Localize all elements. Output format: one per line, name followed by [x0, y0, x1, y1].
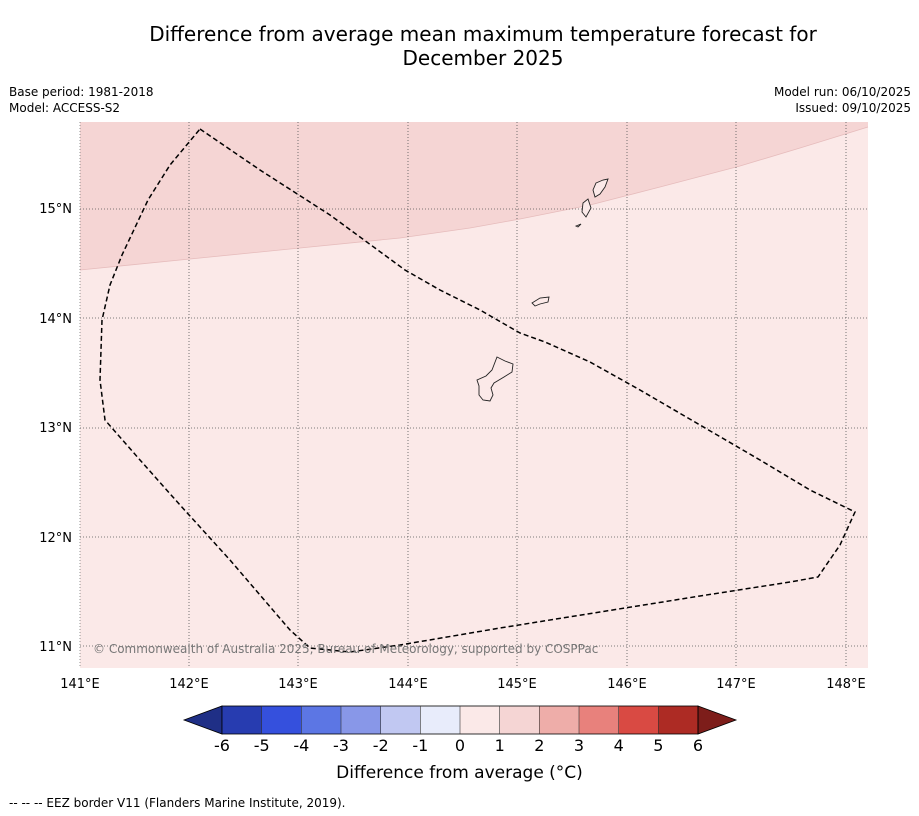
island-aguijan [574, 223, 582, 228]
title-line-1: Difference from average mean maximum tem… [149, 22, 817, 46]
lat-label-13: 13°N [39, 421, 72, 436]
colorbar-tick-1: 1 [495, 736, 505, 755]
island-tinian [581, 198, 592, 218]
colorbar-arrow-low [182, 705, 223, 735]
colorbar-bin-12 [658, 706, 698, 734]
island-saipan [592, 178, 609, 198]
colorbar-tick-m3: -3 [333, 736, 349, 755]
colorbar-bin-7 [460, 706, 500, 734]
lat-label-15: 15°N [39, 202, 72, 217]
anomaly-contour [79, 126, 869, 271]
lon-label-144: 144°E [388, 677, 428, 692]
lon-label-142: 142°E [169, 677, 209, 692]
colorbar-bin-5 [380, 706, 421, 734]
lon-label-147: 147°E [716, 677, 756, 692]
colorbar-tick-m5: -5 [254, 736, 270, 755]
colorbar-bin-6 [420, 706, 460, 734]
issued-date: Issued: 09/10/2025 [795, 101, 911, 115]
lat-label-11: 11°N [39, 640, 72, 655]
lat-label-12: 12°N [39, 531, 72, 546]
map-credit: © Commonwealth of Australia 2025, Bureau… [93, 642, 598, 656]
lon-label-141: 141°E [60, 677, 100, 692]
colorbar-bin-4 [341, 706, 381, 734]
colorbar-bin-2 [261, 706, 302, 734]
colorbar-bin-8 [499, 706, 540, 734]
title-line-2: December 2025 [402, 46, 564, 70]
lon-label-148: 148°E [826, 677, 866, 692]
island-rota [531, 296, 550, 307]
map-title: Difference from average mean maximum tem… [90, 22, 876, 70]
colorbar-tick-m6: -6 [214, 736, 230, 755]
colorbar-tick-0: 0 [455, 736, 465, 755]
gridlines [80, 122, 868, 668]
colorbar-bin-1 [222, 706, 262, 734]
lat-label-14: 14°N [39, 312, 72, 327]
colorbar-tick-3: 3 [574, 736, 584, 755]
colorbar-tick-m1: -1 [412, 736, 428, 755]
model-run: Model run: 06/10/2025 [773, 85, 911, 99]
colorbar-tick-m4: -4 [293, 736, 309, 755]
colorbar-tick-4: 4 [614, 736, 624, 755]
lon-label-145: 145°E [497, 677, 537, 692]
colorbar-tick-2: 2 [534, 736, 544, 755]
eez-border [99, 127, 856, 653]
colorbar-tick-5: 5 [653, 736, 663, 755]
colorbar-tick-m2: -2 [373, 736, 389, 755]
eez-legend: -- -- -- EEZ border V11 (Flanders Marine… [9, 796, 346, 810]
base-period: Base period: 1981-2018 [9, 85, 154, 99]
lon-label-143: 143°E [278, 677, 318, 692]
meta-right: Model run: 06/10/2025 Issued: 09/10/2025 [774, 84, 911, 116]
model-name: Model: ACCESS-S2 [9, 101, 121, 115]
island-guam [476, 356, 514, 402]
meta-left: Base period: 1981-2018 Model: ACCESS-S2 [9, 84, 154, 116]
colorbar: -6 -5 -4 -3 -2 -1 0 1 2 3 4 5 6 [182, 705, 738, 755]
colorbar-bin-11 [618, 706, 659, 734]
anomaly-band-1-2 [80, 122, 868, 270]
colorbar-arrow-high [697, 705, 738, 735]
colorbar-bin-10 [579, 706, 619, 734]
colorbar-tick-6: 6 [693, 736, 703, 755]
colorbar-bin-3 [301, 706, 341, 734]
colorbar-bin-9 [539, 706, 579, 734]
colorbar-label: Difference from average (°C) [336, 763, 583, 783]
lon-label-146: 146°E [607, 677, 647, 692]
